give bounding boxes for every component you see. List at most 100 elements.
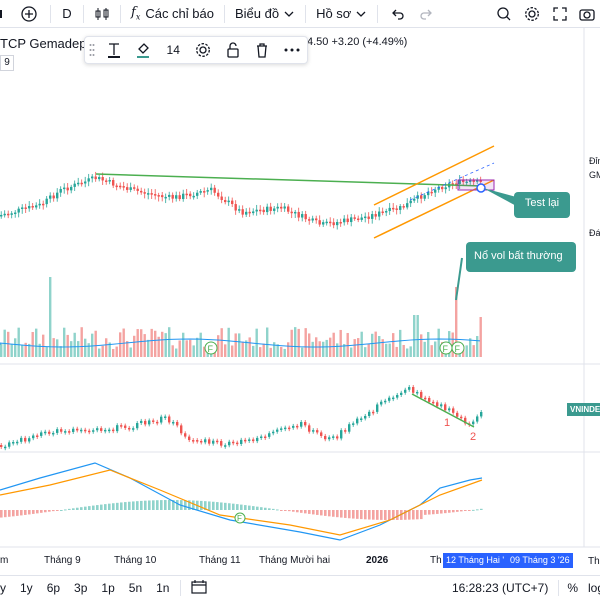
macd-histogram-bar (92, 505, 95, 510)
volume-spike-callout[interactable]: Nổ vol bất thường (466, 242, 576, 272)
range-button[interactable]: 1n (156, 581, 170, 595)
volume-bar (108, 342, 111, 357)
text-color-button[interactable] (99, 36, 129, 64)
candle (87, 178, 90, 182)
wave-label-1: 1 (444, 417, 450, 429)
more-icon (284, 48, 300, 52)
macd-histogram-bar (144, 500, 147, 510)
range-button[interactable]: y (0, 581, 6, 595)
settings-button[interactable] (518, 0, 546, 28)
volume-bar (196, 337, 199, 357)
volume-bar (301, 347, 304, 357)
chart-menu-button[interactable]: Biểu đồ (231, 0, 299, 28)
volume-bar (98, 348, 101, 357)
index-candle (332, 436, 335, 438)
vol-callout-pointer (455, 257, 463, 301)
candle (364, 216, 367, 219)
macd-histogram-bar (308, 510, 311, 514)
macd-histogram-bar (12, 510, 15, 517)
symbol-title[interactable]: TCP Gemadept (0, 36, 91, 51)
test-lai-callout[interactable]: Test lại (514, 192, 570, 218)
font-size-button[interactable]: 14 (166, 43, 180, 57)
volume-bar (42, 334, 45, 357)
clock-readout[interactable]: 16:28:23 (UTC+7) (451, 581, 549, 595)
macd-histogram-bar (280, 510, 283, 511)
volume-bar (402, 344, 405, 357)
volume-bar (329, 337, 332, 357)
index-candle (4, 446, 7, 449)
f-marker[interactable]: F (204, 341, 218, 355)
index-candle (416, 391, 419, 394)
index-candle (300, 422, 303, 427)
f-marker[interactable]: F (439, 341, 453, 355)
index-candle (52, 432, 55, 435)
lock-icon (227, 42, 239, 58)
macd-histogram-bar (312, 510, 315, 515)
index-candle (256, 437, 259, 442)
wave-label-2: 2 (470, 431, 476, 443)
time-label: Th (588, 556, 600, 567)
date-range-button[interactable] (191, 579, 208, 597)
candle (332, 222, 335, 226)
candle (441, 186, 444, 190)
delete-button[interactable] (248, 36, 278, 64)
volume-bar (378, 336, 381, 357)
index-candle (124, 425, 127, 428)
time-axis[interactable]: m Tháng 9 Tháng 10 Tháng 11 Tháng Mười h… (0, 552, 600, 570)
candle (84, 181, 87, 184)
redo-button[interactable] (412, 0, 440, 28)
drag-handle[interactable] (85, 36, 99, 64)
volume-bar (164, 333, 167, 357)
candle (462, 179, 465, 183)
camera-icon (579, 8, 595, 21)
candle (241, 209, 244, 215)
menu-icon[interactable] (0, 0, 14, 28)
index-candle (120, 425, 123, 427)
volume-bar (59, 346, 62, 357)
undo-button[interactable] (384, 0, 412, 28)
volume-bar (185, 340, 188, 357)
search-button[interactable] (490, 0, 518, 28)
f-marker[interactable]: F (451, 341, 465, 355)
percent-scale-toggle[interactable]: % (567, 581, 578, 595)
index-candle (428, 397, 431, 402)
macd-histogram-bar (440, 510, 443, 514)
candle (70, 186, 73, 191)
add-symbol-button[interactable] (14, 0, 44, 28)
macd-histogram-bar (252, 506, 255, 510)
more-button[interactable] (277, 36, 307, 64)
profile-menu-button[interactable]: Hồ sơ (312, 0, 371, 28)
range-button[interactable]: 1y (20, 581, 33, 595)
index-candle (412, 387, 415, 393)
candle (385, 211, 388, 213)
settings-button[interactable] (188, 36, 218, 64)
range-button[interactable]: 1p (101, 581, 115, 595)
macd-histogram-bar (112, 503, 115, 510)
index-candle (316, 430, 319, 433)
range-button[interactable]: 5n (128, 581, 143, 595)
volume-bar (413, 315, 416, 357)
fullscreen-button[interactable] (546, 0, 574, 28)
macd-histogram-bar (168, 500, 171, 510)
chart-style-button[interactable] (90, 0, 114, 28)
indicators-button[interactable]: fx Các chỉ báo (127, 0, 218, 28)
f-marker[interactable]: F (234, 512, 246, 524)
lock-button[interactable] (218, 36, 248, 64)
snapshot-button[interactable] (574, 0, 600, 28)
range-button[interactable]: 6p (46, 581, 61, 595)
index-candle (220, 441, 223, 446)
range-button[interactable]: 3p (74, 581, 88, 595)
interval-button[interactable]: D (62, 6, 72, 21)
candle (287, 206, 290, 212)
fill-color-button[interactable] (129, 36, 159, 64)
macd-histogram-bar (44, 510, 47, 513)
index-candle (0, 445, 3, 448)
index-candle (324, 435, 327, 440)
price-legend: 4.50 +3.20 (+4.49%) (307, 36, 407, 48)
volume-bar (392, 333, 395, 357)
log-scale-toggle[interactable]: log (588, 581, 600, 595)
alerts-badge[interactable]: 9 (0, 55, 14, 71)
volume-bar (276, 344, 279, 357)
macd-histogram-bar (88, 506, 91, 510)
